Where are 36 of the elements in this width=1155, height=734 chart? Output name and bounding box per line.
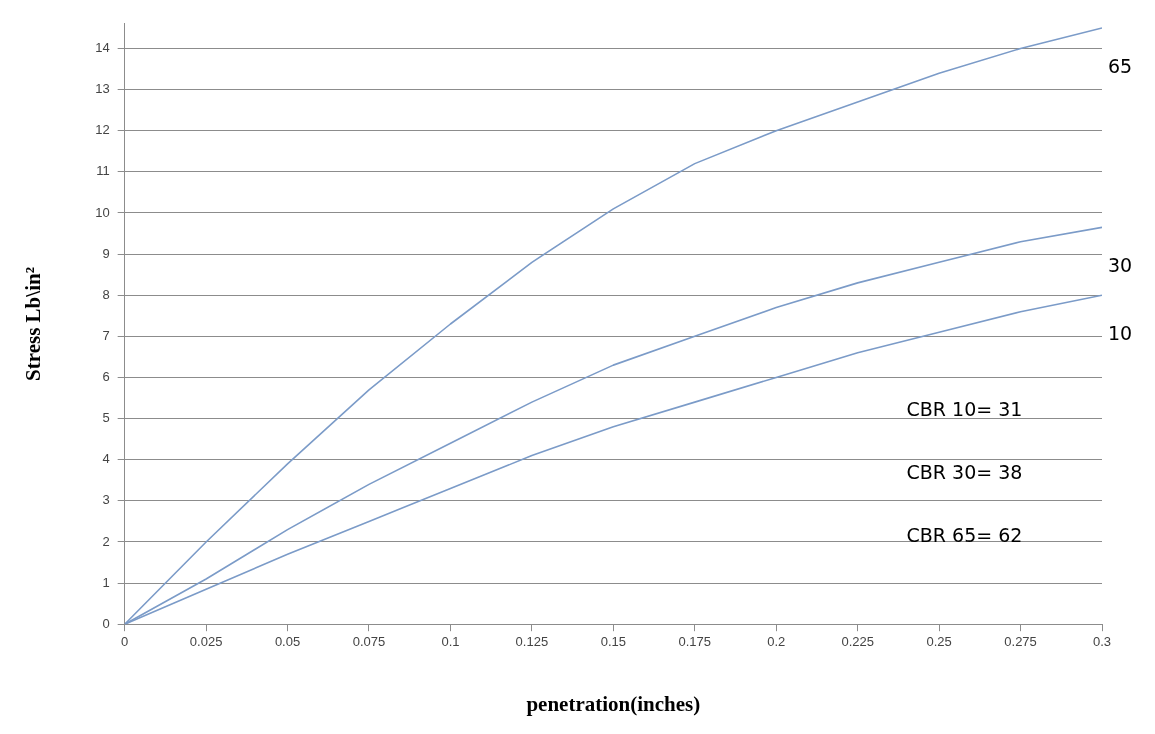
y-tick-label: 13 [95,81,110,97]
y-tick-label: 11 [96,163,110,179]
y-tick-label: 0 [102,615,110,631]
x-tick-label: 0.225 [841,633,874,649]
x-tick-label: 0 [121,633,129,649]
x-tick-label: 0.05 [274,633,301,649]
x-axis-title: penetration(inches) [526,691,701,716]
x-tick-label: 0.3 [1092,633,1112,649]
y-tick-label: 3 [102,492,110,508]
x-tick-label: 0.025 [189,633,223,649]
x-tick-label: 0.1 [441,633,460,649]
y-tick-label: 1 [102,574,110,590]
annotation: CBR 30= 38 [906,461,1023,483]
y-tick-label: 5 [102,410,110,426]
y-tick-label: 6 [102,369,110,385]
y-tick-label: 12 [95,122,110,138]
y-tick-label: 8 [102,286,110,302]
x-tick-label: 0.275 [1004,633,1037,649]
x-tick-label: 0.25 [926,633,952,649]
series-label: 30 [1108,254,1133,277]
series-label: 10 [1108,322,1133,345]
y-tick-label: 7 [102,327,110,343]
x-tick-label: 0.175 [678,633,712,649]
x-tick-label: 0.15 [600,633,626,649]
y-tick-label: 2 [102,533,110,549]
y-tick-label: 9 [102,245,110,261]
x-tick-label: 0.2 [767,633,786,649]
y-tick-label: 4 [102,451,110,467]
series-label: 65 [1108,54,1133,77]
x-tick-label: 0.075 [352,633,386,649]
x-tick-label: 0.125 [515,633,549,649]
annotation: CBR 10= 31 [906,398,1023,420]
annotation: CBR 65= 62 [906,524,1023,546]
y-tick-label: 14 [95,40,110,56]
y-tick-label: 10 [95,204,110,220]
y-axis-title: Stress Lb\in² [21,267,46,381]
